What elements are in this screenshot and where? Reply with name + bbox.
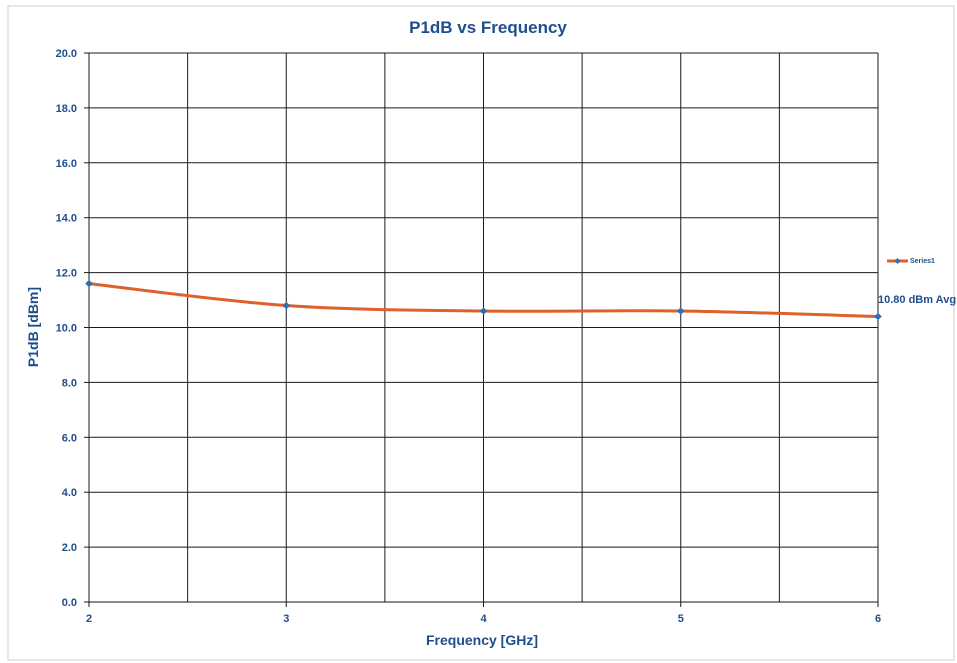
- x-tick-label: 5: [678, 613, 684, 625]
- data-point: [85, 279, 93, 288]
- y-tick-label: 12.0: [56, 268, 77, 280]
- grid: [84, 52, 879, 607]
- y-tick-label: 18.0: [56, 103, 77, 115]
- x-tick-labels: 2 3 4 5 6: [86, 613, 881, 625]
- y-tick-label: 0.0: [62, 597, 77, 609]
- y-tick-label: 4.0: [62, 487, 77, 499]
- data-point: [479, 307, 488, 315]
- average-annotation: 10.80 dBm Avg: [878, 294, 956, 306]
- y-tick-label: 2.0: [62, 542, 77, 554]
- x-axis-label: Frequency [GHz]: [426, 632, 538, 648]
- y-tick-label: 14.0: [56, 213, 77, 225]
- y-axis-label: P1dB [dBm]: [25, 287, 41, 367]
- data-point: [282, 301, 291, 310]
- chart-frame: [7, 5, 955, 661]
- y-tick-label: 6.0: [62, 432, 77, 444]
- legend-marker-series1: [894, 258, 901, 264]
- legend: Series1: [887, 258, 935, 265]
- y-tick-label: 8.0: [62, 377, 77, 389]
- chart-title: P1dB vs Frequency: [409, 18, 567, 37]
- y-tick-label: 20.0: [56, 48, 77, 60]
- y-tick-labels: 0.0 2.0 4.0 6.0 8.0 10.0 12.0 14.0 16.0 18.0 20.0: [56, 48, 77, 609]
- x-tick-label: 4: [480, 613, 487, 625]
- series-layer: [85, 279, 882, 321]
- data-point: [676, 307, 685, 315]
- y-tick-label: 10.0: [56, 323, 77, 335]
- x-tick-label: 3: [283, 613, 289, 625]
- data-point: [874, 312, 882, 321]
- x-tick-label: 2: [86, 613, 92, 625]
- x-tick-label: 6: [875, 613, 881, 625]
- y-tick-label: 16.0: [56, 158, 77, 170]
- legend-entry-series1: Series1: [910, 258, 935, 265]
